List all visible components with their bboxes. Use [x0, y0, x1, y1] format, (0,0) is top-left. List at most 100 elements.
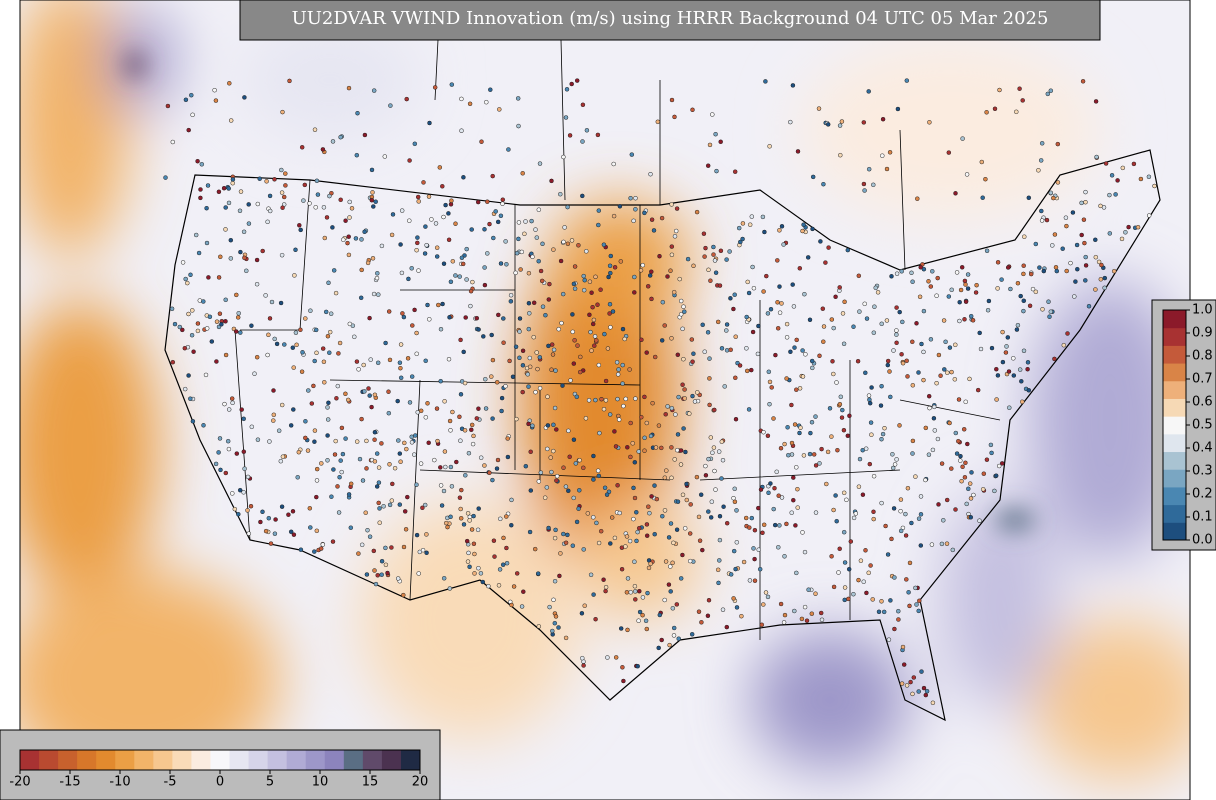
observation-dot: [771, 416, 776, 421]
observation-dot: [861, 120, 867, 125]
observation-dot: [494, 466, 500, 471]
observation-dot: [706, 456, 711, 462]
observation-dot: [750, 264, 755, 270]
observation-dot: [621, 403, 626, 409]
observation-dot: [402, 440, 407, 446]
observation-dot: [706, 267, 711, 273]
observation-dot: [386, 410, 392, 416]
observation-dot: [894, 328, 899, 333]
observation-dot: [260, 248, 265, 254]
observation-dot: [944, 541, 950, 546]
colorbar-swatch: [1163, 433, 1186, 453]
observation-dot: [409, 374, 415, 379]
observation-dot: [916, 689, 921, 694]
observation-dot: [205, 183, 211, 188]
observation-dot: [389, 498, 395, 503]
observation-dot: [572, 286, 578, 291]
observation-dot: [255, 201, 261, 207]
observation-dot: [376, 292, 381, 297]
observation-dot: [314, 466, 320, 472]
observation-dot: [348, 525, 354, 530]
observation-dot: [620, 665, 625, 670]
observation-dot: [845, 247, 851, 253]
observation-dot: [595, 468, 601, 473]
observation-dot: [567, 454, 572, 460]
observation-dot: [941, 518, 946, 523]
observation-dot: [496, 312, 501, 318]
observation-dot: [788, 119, 793, 125]
observation-dot: [320, 346, 326, 351]
observation-dot: [804, 618, 810, 623]
observation-dot: [309, 401, 315, 406]
observation-dot: [944, 497, 950, 503]
observation-dot: [1007, 405, 1012, 410]
observation-dot: [861, 579, 866, 584]
observation-dot: [792, 608, 797, 614]
observation-dot: [885, 552, 891, 557]
observation-dot: [536, 258, 541, 264]
observation-dot: [223, 205, 228, 210]
observation-dot: [631, 485, 636, 491]
observation-dot: [503, 383, 508, 389]
observation-dot: [639, 337, 644, 343]
observation-dot: [549, 469, 554, 475]
observation-dot: [359, 267, 364, 273]
observation-dot: [636, 449, 641, 454]
observation-dot: [747, 578, 753, 583]
observation-dot: [267, 193, 273, 199]
observation-dot: [636, 618, 641, 623]
observation-dot: [371, 548, 377, 554]
observation-dot: [448, 428, 453, 433]
observation-dot: [975, 387, 981, 393]
observation-dot: [856, 484, 862, 489]
observation-dot: [325, 458, 330, 463]
observation-dot: [866, 89, 871, 94]
observation-dot: [791, 497, 796, 503]
observation-dot: [172, 321, 178, 327]
observation-dot: [732, 486, 737, 492]
observation-dot: [769, 385, 774, 390]
observation-dot: [776, 493, 781, 498]
observation-dot: [784, 335, 790, 340]
observation-dot: [669, 97, 675, 103]
observation-dot: [1083, 199, 1088, 205]
observation-dot: [551, 597, 556, 603]
observation-dot: [425, 401, 430, 406]
observation-dot: [490, 416, 495, 421]
observation-dot: [246, 221, 252, 226]
observation-dot: [1033, 241, 1039, 247]
observation-dot: [767, 401, 772, 407]
observation-dot: [627, 538, 633, 544]
observation-dot: [929, 542, 935, 547]
observation-dot: [1019, 379, 1024, 384]
observation-dot: [690, 393, 695, 399]
observation-dot: [794, 387, 799, 392]
observation-dot: [415, 235, 420, 240]
observation-dot: [872, 304, 877, 309]
observation-dot: [594, 338, 599, 343]
observation-dot: [370, 190, 375, 195]
observation-dot: [838, 394, 844, 400]
observation-dot: [682, 396, 687, 401]
observation-dot: [734, 605, 740, 610]
observation-dot: [837, 123, 843, 128]
observation-dot: [596, 208, 602, 213]
observation-dot: [574, 394, 580, 400]
observation-dot: [1120, 165, 1126, 171]
observation-dot: [811, 452, 817, 457]
observation-dot: [230, 400, 235, 406]
observation-dot: [376, 480, 382, 485]
observation-dot: [635, 529, 640, 535]
observation-dot: [323, 309, 329, 315]
observation-dot: [398, 342, 404, 347]
observation-dot: [1021, 308, 1026, 314]
observation-dot: [978, 346, 984, 352]
observation-dot: [645, 284, 651, 289]
observation-dot: [988, 442, 994, 448]
observation-dot: [493, 209, 498, 214]
observation-dot: [842, 585, 848, 590]
observation-dot: [591, 592, 596, 597]
observation-dot: [965, 441, 970, 447]
observation-dot: [503, 239, 508, 244]
observation-dot: [448, 279, 454, 285]
